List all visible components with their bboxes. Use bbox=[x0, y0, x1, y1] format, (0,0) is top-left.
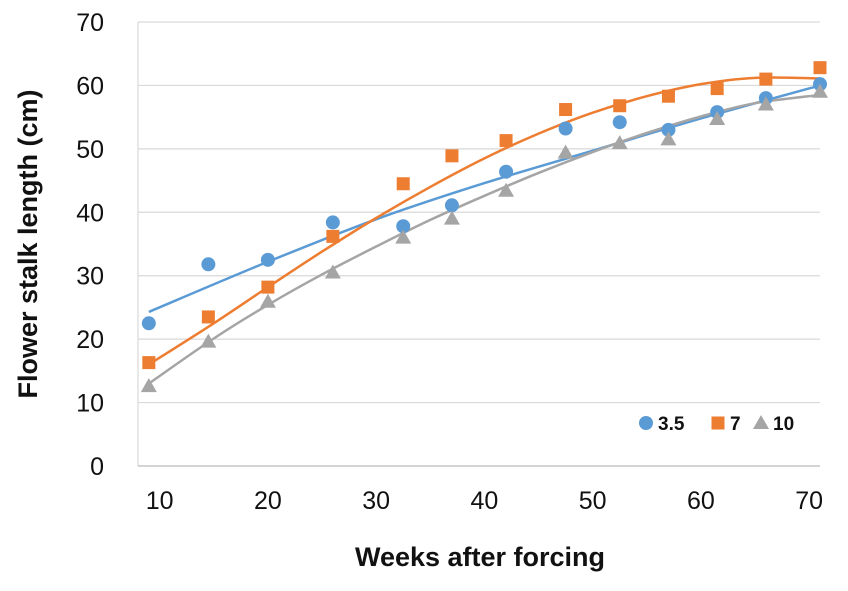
data-point-series-10 bbox=[443, 210, 460, 225]
x-tick-label: 20 bbox=[254, 487, 282, 515]
data-point-series-10 bbox=[557, 144, 574, 159]
data-point-series-7 bbox=[261, 280, 275, 294]
data-point-series-10 bbox=[324, 264, 341, 279]
data-point-series-7 bbox=[613, 99, 627, 113]
x-tick-label: 70 bbox=[795, 487, 823, 515]
y-axis-title: Flower stalk length (cm) bbox=[13, 89, 43, 398]
data-point-series-7 bbox=[142, 356, 156, 370]
y-tick-label: 70 bbox=[76, 9, 104, 37]
data-point-series-10 bbox=[259, 293, 276, 308]
legend-label-7: 7 bbox=[730, 414, 741, 435]
data-point-series-10 bbox=[498, 182, 515, 197]
data-point-series-7 bbox=[445, 149, 459, 163]
data-point-series-3.5 bbox=[499, 164, 514, 179]
x-tick-label: 50 bbox=[579, 487, 607, 515]
x-tick-label: 10 bbox=[146, 487, 174, 515]
data-point-series-10 bbox=[200, 333, 217, 348]
legend-marker-10 bbox=[753, 415, 769, 429]
data-point-series-3.5 bbox=[612, 115, 627, 130]
data-point-series-7 bbox=[710, 82, 724, 96]
axes: 0 10 20 30 40 50 60 70 10 20 30 40 50 60 70 bbox=[76, 9, 823, 515]
legend-marker-3.5 bbox=[639, 416, 653, 430]
data-point-series-3.5 bbox=[661, 122, 676, 137]
data-point-series-10 bbox=[395, 229, 412, 244]
y-tick-label: 0 bbox=[90, 453, 104, 481]
data-point-series-7 bbox=[559, 103, 573, 117]
data-point-series-10 bbox=[660, 131, 677, 146]
x-axis-title: Weeks after forcing bbox=[355, 542, 605, 572]
legend-marker-7 bbox=[711, 416, 725, 430]
gridlines bbox=[138, 21, 820, 467]
data-point-series-7 bbox=[759, 72, 773, 86]
legend-label-3.5: 3.5 bbox=[658, 414, 685, 435]
y-tick-label: 40 bbox=[76, 199, 104, 227]
data-point-series-7 bbox=[326, 229, 340, 243]
x-tick-label: 30 bbox=[362, 487, 390, 515]
data-point-series-7 bbox=[813, 61, 827, 75]
data-point-series-10 bbox=[611, 135, 628, 150]
y-tick-label: 30 bbox=[76, 263, 104, 291]
y-tick-label: 60 bbox=[76, 72, 104, 100]
data-point-series-10 bbox=[140, 378, 157, 393]
data-point-series-10 bbox=[757, 96, 774, 111]
data-point-series-7 bbox=[396, 177, 410, 191]
data-point-series-3.5 bbox=[325, 215, 340, 230]
data-point-series-3.5 bbox=[396, 219, 411, 234]
data-point-series-3.5 bbox=[444, 198, 459, 213]
data-point-series-10 bbox=[812, 83, 828, 98]
data-point-series-7 bbox=[201, 310, 215, 324]
y-tick-label: 10 bbox=[76, 390, 104, 418]
data-point-series-3.5 bbox=[558, 121, 573, 136]
x-tick-label: 40 bbox=[471, 487, 499, 515]
data-point-series-10 bbox=[709, 111, 726, 126]
data-point-series-7 bbox=[499, 134, 513, 148]
y-tick-label: 20 bbox=[76, 326, 104, 354]
legend-label-10: 10 bbox=[773, 414, 794, 435]
y-tick-label: 50 bbox=[76, 136, 104, 164]
data-point-series-3.5 bbox=[260, 252, 275, 267]
x-tick-label: 60 bbox=[687, 487, 715, 515]
legend: 3.5 7 10 bbox=[639, 414, 794, 435]
data-points bbox=[140, 61, 828, 393]
data-point-series-7 bbox=[661, 89, 675, 103]
data-point-series-3.5 bbox=[141, 316, 156, 331]
data-point-series-3.5 bbox=[201, 257, 216, 272]
trendline-series-10 bbox=[148, 93, 821, 385]
